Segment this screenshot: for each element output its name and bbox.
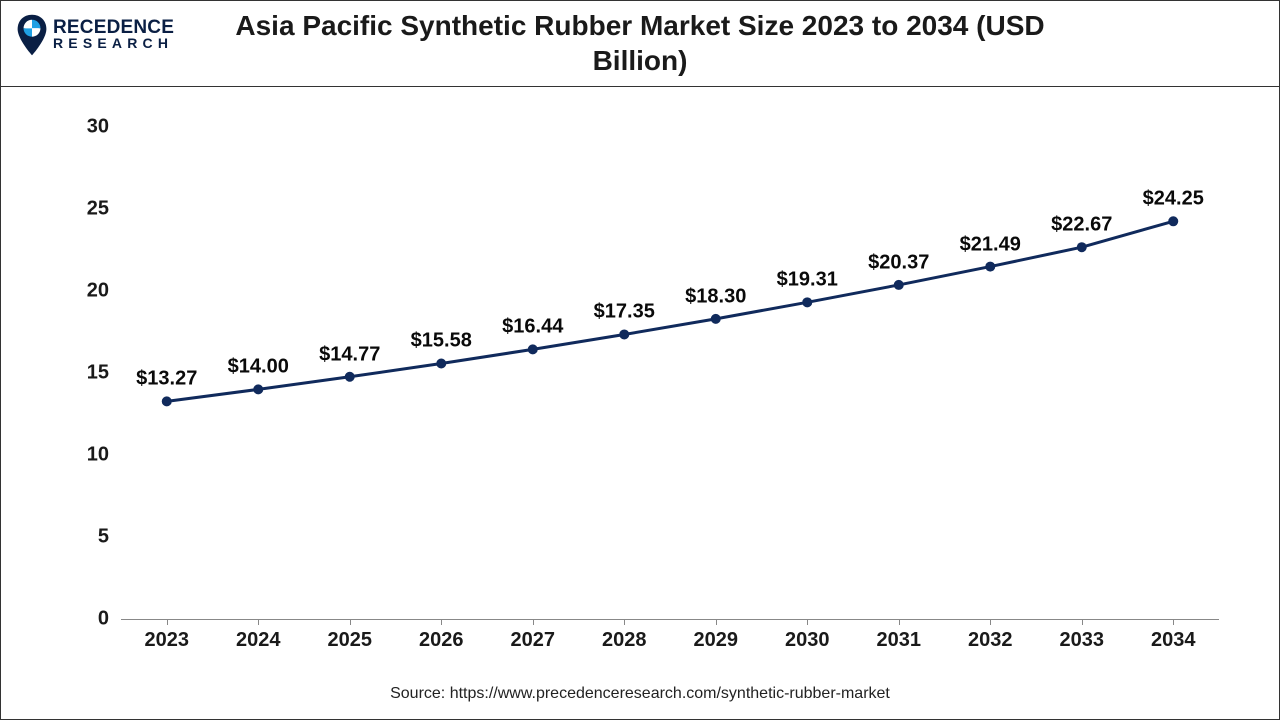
data-label: $14.77 xyxy=(319,343,380,366)
data-label: $14.00 xyxy=(228,356,289,379)
x-axis-tick xyxy=(990,619,991,625)
x-tick-label: 2025 xyxy=(328,629,373,652)
data-marker xyxy=(162,396,172,406)
x-tick-label: 2031 xyxy=(877,629,922,652)
y-tick-label: 10 xyxy=(87,444,109,467)
data-label: $20.37 xyxy=(868,251,929,274)
x-axis-tick xyxy=(1173,619,1174,625)
data-label: $18.30 xyxy=(685,285,746,308)
data-label: $16.44 xyxy=(502,316,563,339)
logo-line2: RESEARCH xyxy=(53,37,174,50)
y-tick-label: 30 xyxy=(87,116,109,139)
y-tick-label: 5 xyxy=(98,526,109,549)
chart-svg xyxy=(51,117,1229,669)
data-label: $13.27 xyxy=(136,368,197,391)
chart-title: Asia Pacific Synthetic Rubber Market Siz… xyxy=(15,8,1265,78)
plot-area: 0510152025302023202420252026202720282029… xyxy=(1,87,1279,679)
y-tick-label: 0 xyxy=(98,608,109,631)
x-axis-tick xyxy=(899,619,900,625)
x-axis-tick xyxy=(258,619,259,625)
data-marker xyxy=(253,384,263,394)
data-marker xyxy=(894,280,904,290)
x-axis-tick xyxy=(350,619,351,625)
data-marker xyxy=(619,329,629,339)
x-tick-label: 2026 xyxy=(419,629,464,652)
x-axis-tick xyxy=(716,619,717,625)
data-label: $19.31 xyxy=(777,269,838,292)
data-label: $24.25 xyxy=(1143,188,1204,211)
data-marker xyxy=(802,297,812,307)
x-axis-tick xyxy=(167,619,168,625)
x-tick-label: 2023 xyxy=(145,629,190,652)
data-label: $15.58 xyxy=(411,330,472,353)
x-tick-label: 2033 xyxy=(1060,629,1105,652)
data-marker xyxy=(436,358,446,368)
x-axis-tick xyxy=(807,619,808,625)
y-tick-label: 25 xyxy=(87,198,109,221)
x-axis-line xyxy=(121,619,1219,620)
source-citation: Source: https://www.precedenceresearch.c… xyxy=(1,679,1279,719)
title-bar: RECEDENCE RESEARCH Asia Pacific Syntheti… xyxy=(1,1,1279,87)
plot: 0510152025302023202420252026202720282029… xyxy=(51,117,1229,669)
data-marker xyxy=(528,344,538,354)
x-tick-label: 2027 xyxy=(511,629,556,652)
data-marker xyxy=(711,314,721,324)
data-label: $21.49 xyxy=(960,233,1021,256)
logo-text: RECEDENCE RESEARCH xyxy=(53,19,174,50)
x-tick-label: 2034 xyxy=(1151,629,1196,652)
data-marker xyxy=(985,262,995,272)
series-line xyxy=(167,221,1174,401)
x-tick-label: 2030 xyxy=(785,629,830,652)
x-axis-tick xyxy=(624,619,625,625)
y-tick-label: 20 xyxy=(87,280,109,303)
x-tick-label: 2032 xyxy=(968,629,1013,652)
chart-container: RECEDENCE RESEARCH Asia Pacific Syntheti… xyxy=(0,0,1280,720)
x-axis-tick xyxy=(441,619,442,625)
brand-logo: RECEDENCE RESEARCH xyxy=(15,13,174,57)
logo-pin-icon xyxy=(15,13,49,57)
x-tick-label: 2029 xyxy=(694,629,739,652)
data-marker xyxy=(345,372,355,382)
x-axis-tick xyxy=(533,619,534,625)
data-marker xyxy=(1077,242,1087,252)
x-tick-label: 2024 xyxy=(236,629,281,652)
data-label: $22.67 xyxy=(1051,214,1112,237)
data-marker xyxy=(1168,216,1178,226)
data-label: $17.35 xyxy=(594,301,655,324)
x-tick-label: 2028 xyxy=(602,629,647,652)
y-tick-label: 15 xyxy=(87,362,109,385)
x-axis-tick xyxy=(1082,619,1083,625)
